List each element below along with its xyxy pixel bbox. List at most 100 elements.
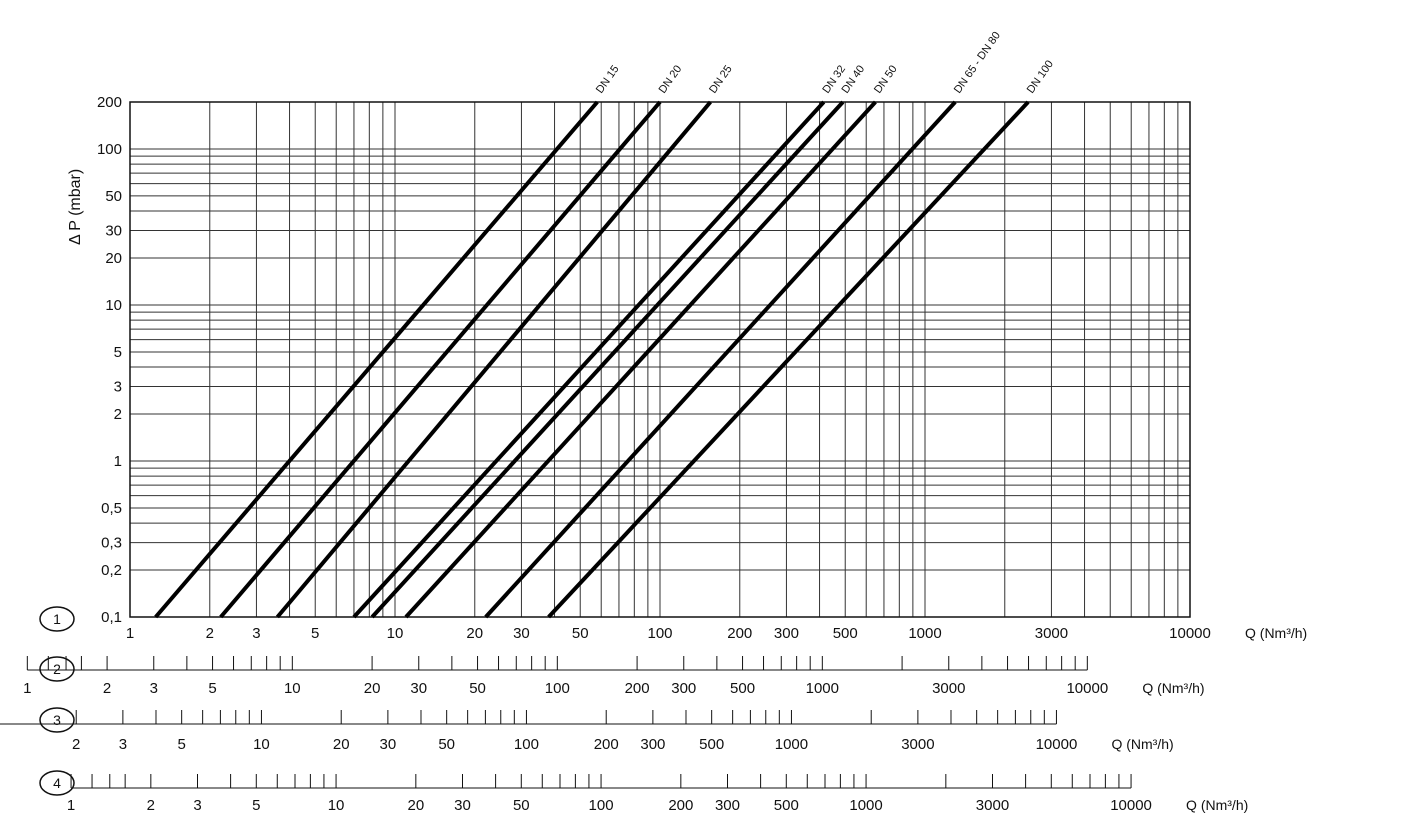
series-label: DN 50 (872, 63, 900, 95)
scale-tick-label: 2 (147, 797, 155, 814)
scale-tick-label: 1 (126, 625, 134, 642)
scale-unit-label: Q (Nm³/h) (1186, 797, 1248, 813)
series-line (404, 100, 877, 619)
scale-tick-label: 3 (252, 625, 260, 642)
scale-number: 1 (53, 611, 61, 627)
series-line (352, 100, 826, 619)
scale-tick-label: 3000 (901, 736, 934, 753)
scale-tick-label: 30 (454, 797, 471, 814)
y-tick-label: 5 (114, 344, 122, 361)
scale-tick-label: 10 (387, 625, 404, 642)
scale-tick-label: 20 (364, 680, 381, 697)
scale-tick-label: 500 (699, 736, 724, 753)
scale-tick-label: 200 (727, 625, 752, 642)
scale-tick-label: 3000 (1035, 625, 1068, 642)
scale-tick-label: 10000 (1066, 680, 1108, 697)
y-tick-label: 30 (105, 223, 122, 240)
scale-number: 4 (53, 775, 61, 791)
scale-tick-label: 500 (774, 797, 799, 814)
scale-tick-label: 3 (193, 797, 201, 814)
y-tick-label: 100 (97, 141, 122, 158)
y-tick-label: 0,1 (101, 609, 122, 626)
scale-tick-label: 200 (668, 797, 693, 814)
series-line (370, 100, 845, 619)
scale-unit-label: Q (Nm³/h) (1245, 625, 1307, 641)
series-label: DN 25 (707, 63, 735, 95)
scale-tick-label: 10 (328, 797, 345, 814)
scale-tick-label: 20 (333, 736, 350, 753)
scale-tick-label: 1 (0, 736, 1, 753)
y-axis-label: Δ P (mbar) (67, 169, 84, 245)
series-label: DN 20 (657, 63, 685, 95)
scale-number: 2 (53, 661, 61, 677)
scale-tick-label: 3 (119, 736, 127, 753)
series-line (219, 100, 662, 619)
scale-tick-label: 20 (407, 797, 424, 814)
scale-tick-label: 300 (640, 736, 665, 753)
scale-tick-label: 1000 (849, 797, 882, 814)
scale-tick-label: 1000 (775, 736, 808, 753)
scale-tick-label: 50 (572, 625, 589, 642)
scale-tick-label: 2 (206, 625, 214, 642)
scale-tick-label: 10000 (1036, 736, 1078, 753)
scale-tick-label: 200 (625, 680, 650, 697)
scale-tick-label: 5 (311, 625, 319, 642)
scale-number-badge (39, 707, 75, 733)
scale-tick-label: 1000 (806, 680, 839, 697)
scale-tick-label: 10 (284, 680, 301, 697)
series-label: DN 15 (594, 63, 622, 95)
y-tick-label: 10 (105, 297, 122, 314)
y-tick-label: 1 (114, 453, 122, 470)
scale-tick-label: 100 (514, 736, 539, 753)
scale-tick-label: 5 (177, 736, 185, 753)
scale-tick-label: 100 (545, 680, 570, 697)
scale-tick-label: 20 (466, 625, 483, 642)
y-tick-label: 0,3 (101, 535, 122, 552)
scale-tick-label: 5 (208, 680, 216, 697)
scale-tick-label: 5 (252, 797, 260, 814)
scale-tick-label: 100 (647, 625, 672, 642)
scale-tick-label: 1000 (908, 625, 941, 642)
scale-tick-label: 10000 (1169, 625, 1211, 642)
series-label: DN 65 - DN 80 (952, 30, 1003, 96)
scale-tick-label: 50 (469, 680, 486, 697)
scale-tick-label: 3000 (932, 680, 965, 697)
y-tick-label: 0,5 (101, 500, 122, 517)
scale-number-badge (39, 606, 75, 632)
y-tick-label: 20 (105, 250, 122, 267)
scale-tick-label: 100 (589, 797, 614, 814)
scale-tick-label: 3 (150, 680, 158, 697)
scale-tick-label: 300 (671, 680, 696, 697)
scale-number-badge (39, 770, 75, 796)
scale-tick-label: 50 (438, 736, 455, 753)
scale-tick-label: 30 (410, 680, 427, 697)
scale-unit-label: Q (Nm³/h) (1142, 680, 1204, 696)
series-label: DN 100 (1025, 58, 1056, 95)
y-tick-label: 3 (114, 379, 122, 396)
series-line (484, 100, 957, 619)
series-line (154, 100, 599, 619)
flow-scales: 1 1 2 3 5 10 20 30 50 100 200 300 500 1000 3000 10000 Q … (0, 606, 1307, 814)
scale-tick-label: 1 (67, 797, 75, 814)
scale-tick-label: 200 (594, 736, 619, 753)
scale-tick-label: 500 (833, 625, 858, 642)
y-tick-label: 50 (105, 188, 122, 205)
scale-unit-label: Q (Nm³/h) (1111, 736, 1173, 752)
scale-tick-label: 50 (513, 797, 530, 814)
y-tick-label: 0,2 (101, 562, 122, 579)
scale-tick-label: 10000 (1110, 797, 1152, 814)
series-line (275, 100, 712, 619)
scale-tick-label: 3000 (976, 797, 1009, 814)
series-line (547, 100, 1030, 619)
y-tick-label: 200 (97, 94, 122, 111)
y-tick-label: 2 (114, 406, 122, 423)
scale-tick-label: 300 (774, 625, 799, 642)
scale-number: 3 (53, 712, 61, 728)
scale-tick-label: 30 (380, 736, 397, 753)
scale-tick-label: 10 (253, 736, 270, 753)
scale-tick-label: 1 (23, 680, 31, 697)
scale-tick-label: 500 (730, 680, 755, 697)
scale-tick-label: 300 (715, 797, 740, 814)
